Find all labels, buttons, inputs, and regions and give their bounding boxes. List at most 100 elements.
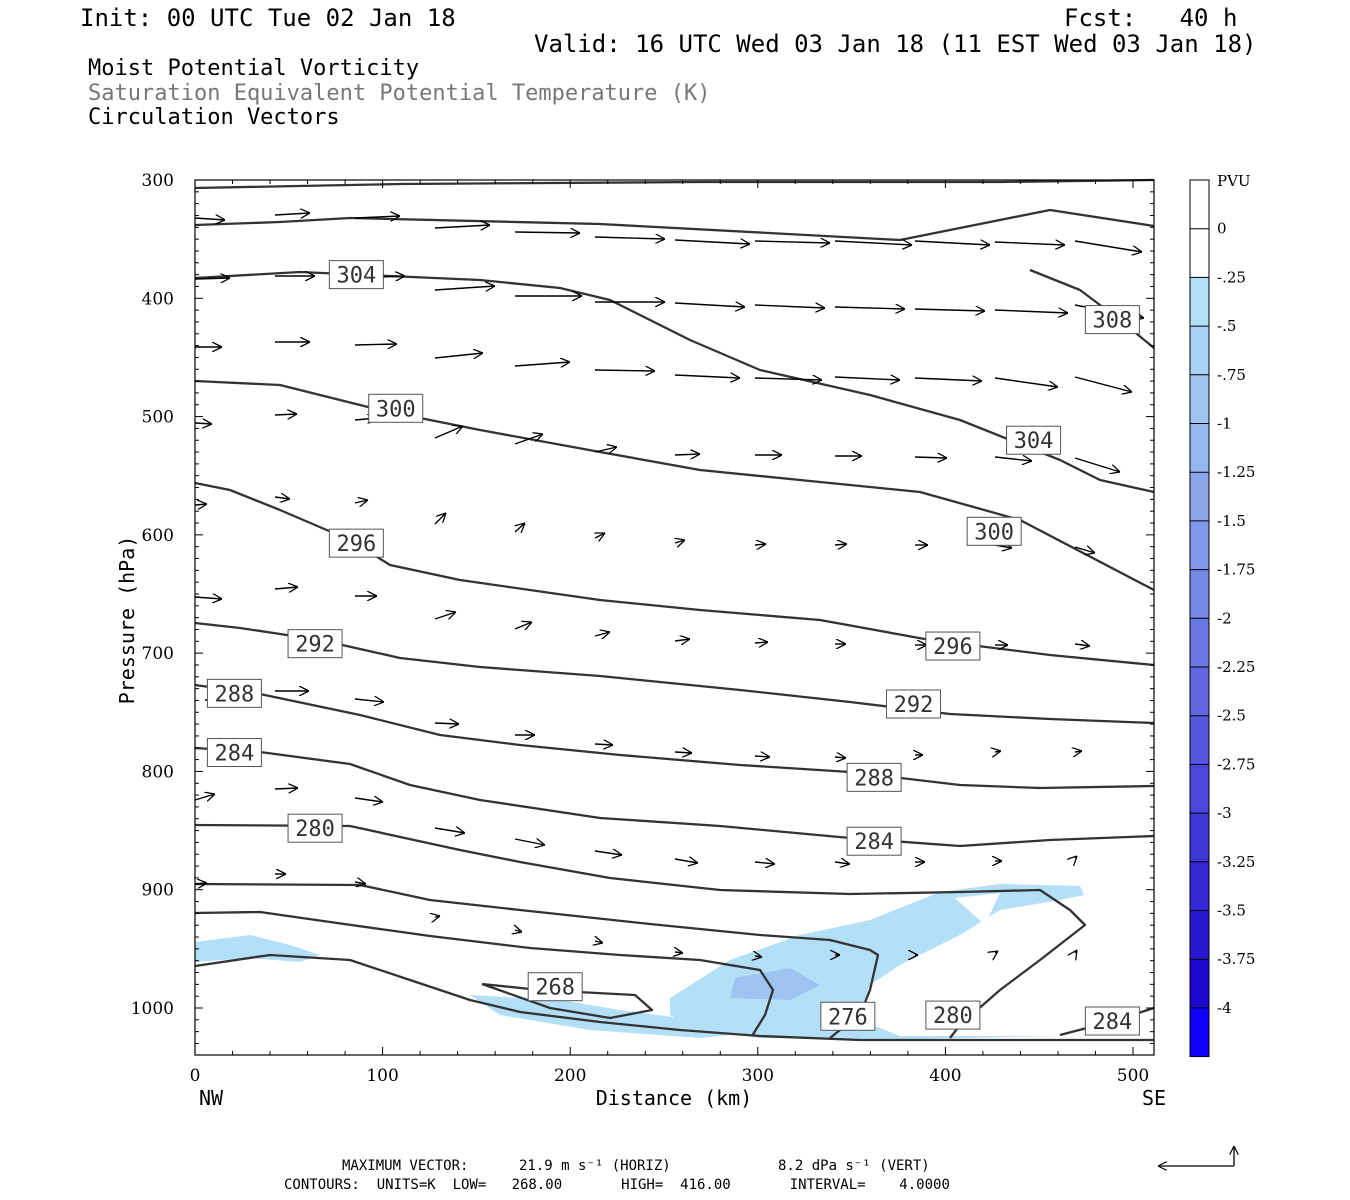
colorbar-label: -3 <box>1217 804 1232 822</box>
vector-arrow <box>354 500 368 503</box>
colorbar-swatch <box>1190 910 1209 960</box>
y-tick-label: 400 <box>142 289 174 309</box>
contour-label: 280 <box>933 1004 973 1029</box>
contour-label-box <box>1084 305 1140 335</box>
colorbar-swatch <box>1190 228 1209 278</box>
contour-label: 284 <box>854 830 894 855</box>
vector-arrow <box>994 310 1068 313</box>
theta-contour <box>194 823 1087 1039</box>
contour-label: 292 <box>295 633 335 658</box>
y-tick-label: 1000 <box>131 999 174 1019</box>
vector-arrow <box>594 851 622 855</box>
theta-contour <box>194 379 1155 592</box>
vector-arrow <box>754 241 830 243</box>
colorbar-label: -1 <box>1217 415 1232 433</box>
x-tick-label: 500 <box>1117 1066 1149 1086</box>
vector-arrow <box>754 378 822 380</box>
vector-arrow <box>595 941 603 943</box>
theta-contour <box>194 208 1155 242</box>
vector-arrow <box>1075 751 1082 752</box>
colorbar-swatch <box>1190 326 1209 375</box>
contour-label-box <box>925 1000 981 1030</box>
contour-label-box <box>206 738 262 768</box>
contour-labels: 304 308 300 304 296 300 292 296 288 292 284 288 280 2… <box>206 260 1140 1036</box>
colorbar-label: -.25 <box>1217 268 1246 286</box>
vector-arrow <box>194 278 230 279</box>
vector-arrow <box>675 540 685 543</box>
contour-label: 296 <box>933 635 973 660</box>
vector-arrow <box>434 513 446 525</box>
vector-arrow <box>754 544 766 545</box>
colorbar-swatch <box>1190 180 1209 229</box>
vector-arrow <box>594 632 610 636</box>
theta-contour <box>194 683 1155 790</box>
vector-arrow <box>434 612 456 619</box>
pv-gap <box>955 893 1000 925</box>
vector-arrow <box>274 213 310 215</box>
vector-arrow <box>674 240 750 244</box>
vector-arrow <box>194 597 222 599</box>
contour-label: 280 <box>295 817 335 842</box>
vector-arrow <box>194 883 207 884</box>
vector-arrow <box>194 504 207 505</box>
vector-arrow <box>1074 240 1142 252</box>
vector-arrow <box>674 375 740 378</box>
colorbar-swatch <box>1190 959 1209 1008</box>
init-time: Init: 00 UTC Tue 02 Jan 18 <box>80 4 456 32</box>
contour-label-box <box>925 631 981 661</box>
vector-arrow <box>1074 644 1090 646</box>
vector-arrow <box>354 882 366 884</box>
vector-arrow <box>994 457 1032 461</box>
max-vector-label: MAXIMUM VECTOR: <box>342 1158 469 1174</box>
contour-label: 292 <box>894 693 934 718</box>
vector-arrow <box>354 699 384 702</box>
vector-arrow <box>434 286 495 290</box>
contour-label: 300 <box>974 520 1014 545</box>
theta-contour <box>194 910 775 1037</box>
vector-arrow <box>755 956 762 957</box>
contour-label-box <box>846 762 902 792</box>
x-axis-title: Distance (km) <box>596 1086 753 1110</box>
vector-arrow <box>594 744 613 745</box>
axis-ticks: 300 400 500 600 700 800 900 1000 0 100 200 300 400 50… <box>131 171 1154 1086</box>
theta-contour <box>194 746 1155 848</box>
colorbar-label: -3.5 <box>1217 902 1246 920</box>
colorbar-swatch <box>1190 618 1209 667</box>
x-tick-label: 0 <box>190 1066 201 1086</box>
colorbar-swatch <box>1190 861 1209 911</box>
colorbar-swatch <box>1190 423 1209 473</box>
vector-arrow <box>434 426 463 439</box>
contour-label-box <box>287 629 343 659</box>
vector-arrow <box>434 723 459 724</box>
vector-arrow <box>674 303 745 307</box>
colorbar-label: -1.75 <box>1217 561 1255 579</box>
contour-label-box <box>820 1001 876 1031</box>
colorbar-swatch <box>1190 813 1209 862</box>
vector-arrow <box>994 242 1065 245</box>
vector-arrow <box>675 952 683 953</box>
contour-label: 276 <box>828 1005 868 1030</box>
vector-arrow <box>834 757 846 758</box>
contour-label: 300 <box>376 397 416 422</box>
vector-arrow <box>1074 376 1132 392</box>
vector-arrow <box>595 533 605 538</box>
vector-arrow <box>674 752 692 753</box>
vector-arrow <box>754 862 775 864</box>
vector-arrow <box>1074 547 1095 553</box>
theta-contours <box>194 178 1155 1042</box>
colorbar-swatch <box>1190 569 1209 619</box>
vector-arrow <box>434 353 483 358</box>
vector-arrow <box>754 642 768 643</box>
contour-label-box <box>206 678 262 708</box>
vector-arrow <box>514 622 532 629</box>
vector-arrow <box>834 307 905 309</box>
contour-label: 288 <box>854 766 894 791</box>
pv-region-stronger <box>730 968 820 1000</box>
colorbar-swatch <box>1190 1007 1209 1057</box>
vector-arrow <box>834 377 900 380</box>
contour-info: CONTOURS: UNITS=K LOW= 268.00 HIGH= 416.… <box>284 1177 950 1193</box>
x-tick-label: 300 <box>742 1066 774 1086</box>
colorbar-label: 0 <box>1217 220 1227 238</box>
vector-arrow <box>1075 856 1077 858</box>
